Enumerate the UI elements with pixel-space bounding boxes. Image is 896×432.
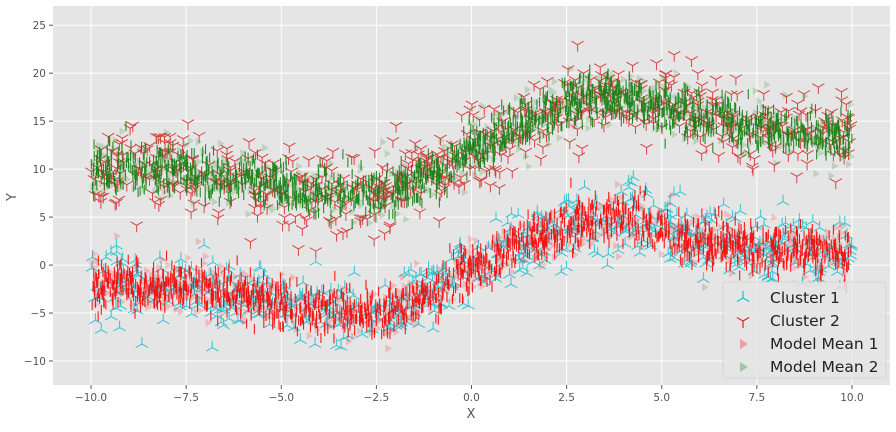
legend-label-model-mean-1: Model Mean 1 [770, 335, 879, 353]
x-tick-label: −10.0 [75, 392, 107, 404]
dense-points [91, 177, 852, 344]
y-tick-label: −5 [31, 308, 46, 320]
y-tick-label: 20 [33, 68, 46, 80]
legend-label-model-mean-2: Model Mean 2 [770, 358, 879, 376]
legend-marker-model-mean-2 [740, 362, 748, 372]
y-axis-label: Y [5, 193, 20, 202]
y-tick-label: 0 [39, 260, 46, 272]
legend-label-cluster-2: Cluster 2 [770, 312, 840, 330]
legend-marker-cluster-1 [736, 291, 750, 303]
y-tick-label: 5 [39, 212, 46, 224]
x-tick-label: 7.5 [748, 392, 765, 404]
y-tick-label: 10 [33, 164, 46, 176]
x-axis-ticks: −10.0 −7.5 −5.0 −2.5 0.0 2.5 5.0 7.5 10.0 [75, 385, 864, 404]
x-tick-label: 5.0 [653, 392, 670, 404]
dense-points [90, 64, 853, 230]
legend-marker-cluster-2 [736, 316, 750, 328]
y-tick-label: 25 [33, 20, 46, 32]
dense-band-model-mean-2 [90, 64, 853, 230]
legend: Cluster 1 Cluster 2 Model Mean 1 Model M… [722, 281, 887, 379]
x-tick-label: −2.5 [364, 392, 390, 404]
legend-markers [736, 291, 750, 372]
legend-marker-model-mean-1 [740, 339, 748, 349]
dense-band-model-mean-1 [91, 177, 852, 344]
y-axis-ticks: −10 −5 0 5 10 15 20 25 [24, 20, 53, 368]
y-tick-label: 15 [33, 116, 46, 128]
x-tick-label: −7.5 [173, 392, 199, 404]
legend-label-cluster-1: Cluster 1 [770, 289, 840, 307]
legend-box [722, 281, 887, 379]
x-tick-label: −5.0 [269, 392, 295, 404]
x-tick-label: 2.5 [558, 392, 575, 404]
y-tick-label: −10 [24, 356, 46, 368]
scatter-points [85, 40, 858, 353]
x-tick-label: 0.0 [463, 392, 480, 404]
x-axis-label: X [467, 407, 476, 422]
x-tick-label: 10.0 [840, 392, 863, 404]
